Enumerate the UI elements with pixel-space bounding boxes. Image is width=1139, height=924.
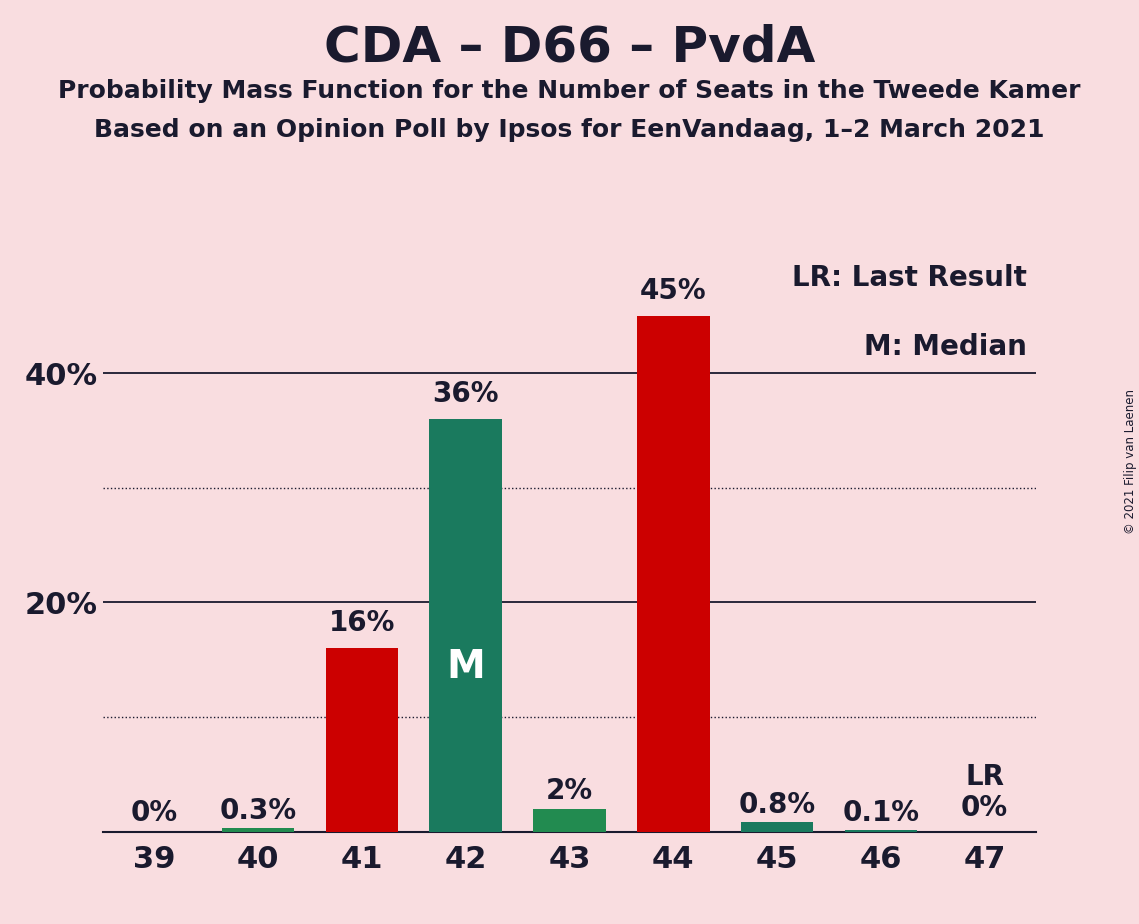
Text: Based on an Opinion Poll by Ipsos for EenVandaag, 1–2 March 2021: Based on an Opinion Poll by Ipsos for Ee… [95, 118, 1044, 142]
Bar [222, 828, 295, 832]
Bar [637, 316, 710, 832]
Text: CDA – D66 – PvdA: CDA – D66 – PvdA [323, 23, 816, 71]
Text: 36%: 36% [433, 380, 499, 407]
Text: Probability Mass Function for the Number of Seats in the Tweede Kamer: Probability Mass Function for the Number… [58, 79, 1081, 103]
Bar [844, 831, 917, 832]
Text: 0.3%: 0.3% [220, 796, 297, 825]
Text: 0%: 0% [131, 799, 178, 827]
Text: 2%: 2% [546, 777, 593, 805]
Text: 16%: 16% [329, 609, 395, 637]
Text: LR: LR [965, 763, 1005, 792]
Bar [326, 649, 399, 832]
Text: 0.8%: 0.8% [738, 791, 816, 819]
Bar [429, 419, 502, 832]
Text: M: M [446, 648, 485, 686]
Bar [740, 822, 813, 832]
Text: 45%: 45% [640, 276, 706, 305]
Text: 0%: 0% [961, 795, 1008, 822]
Bar [533, 808, 606, 832]
Text: M: Median: M: Median [865, 334, 1027, 361]
Text: 0.1%: 0.1% [843, 799, 919, 827]
Text: LR: Last Result: LR: Last Result [793, 264, 1027, 293]
Text: © 2021 Filip van Laenen: © 2021 Filip van Laenen [1124, 390, 1137, 534]
